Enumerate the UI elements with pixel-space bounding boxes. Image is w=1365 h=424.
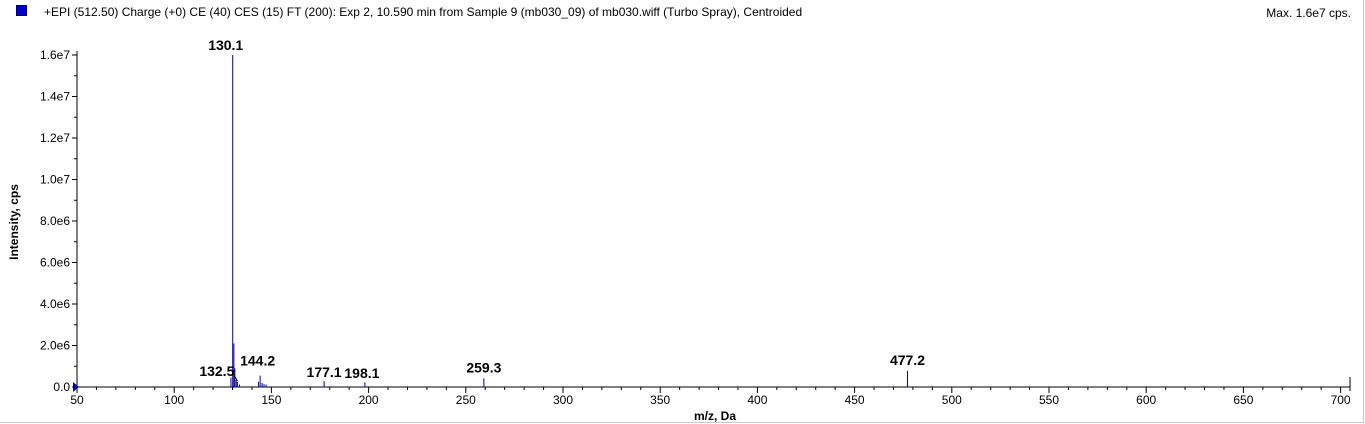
x-tick-label: 600 [1136,393,1156,407]
x-tick-label: 300 [553,393,573,407]
x-tick-label: 650 [1233,393,1253,407]
x-tick-label: 200 [359,393,379,407]
x-tick-label: 500 [942,393,962,407]
y-tick-label: 8.0e6 [40,214,70,228]
max-intensity-label: Max. 1.6e7 cps. [1266,6,1351,20]
x-tick-label: 400 [747,393,767,407]
x-tick-label: 250 [456,393,476,407]
x-tick-label: 350 [650,393,670,407]
x-tick-label: 50 [70,393,84,407]
x-tick-label: 450 [845,393,865,407]
y-tick-label: 1.0e7 [40,173,70,187]
peak-label: 477.2 [890,352,925,368]
spectrum-title: +EPI (512.50) Charge (+0) CE (40) CES (1… [44,5,803,19]
x-tick-label: 550 [1039,393,1059,407]
y-tick-label: 0.0 [53,380,70,394]
axes: 50 100 150 200 250 300 350 400 450 500 550 600 650 70… [40,48,1351,407]
series-color-swatch[interactable] [16,5,27,16]
y-tick-label: 1.6e7 [40,48,70,62]
y-tick-label: 1.4e7 [40,90,70,104]
peak-labels: 130.1 132.5 144.2 177.1 198.1 259.3 477.2 [199,37,925,381]
peak-label: 130.1 [208,37,243,53]
peak-label-leader [232,373,238,382]
x-tick-label: 100 [164,393,184,407]
x-tick-label: 150 [261,393,281,407]
y-tick-label: 1.2e7 [40,131,70,145]
peak-label: 132.5 [199,363,234,379]
y-tick-label: 4.0e6 [40,297,70,311]
x-axis-title: m/z, Da [694,409,736,423]
peak-label: 177.1 [307,364,342,380]
y-tick-label: 6.0e6 [40,256,70,270]
x-tick-label: 700 [1331,393,1351,407]
zoom-marker-icon [73,382,79,392]
peaks [230,55,908,387]
y-axis-title: Intensity, cps [7,184,21,260]
peak-label: 259.3 [466,359,501,375]
peak-label: 198.1 [344,365,379,381]
y-tick-label: 2.0e6 [40,339,70,353]
peak-label: 144.2 [240,353,275,369]
